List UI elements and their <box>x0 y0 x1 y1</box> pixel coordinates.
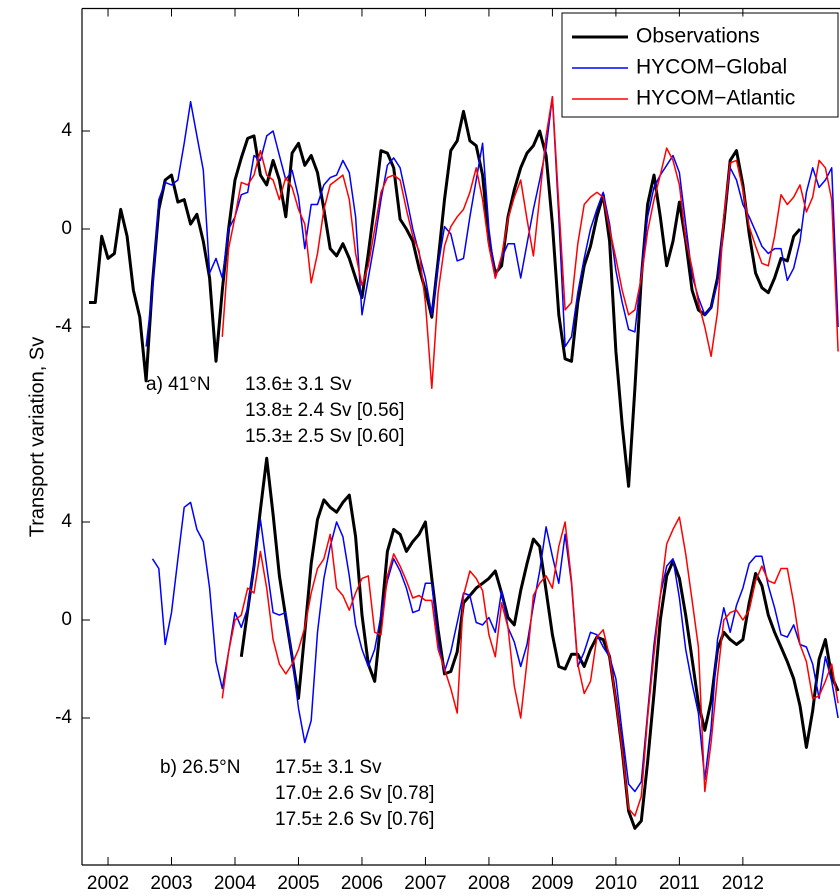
x-tick-label: 2005 <box>277 873 319 894</box>
y-tick-label: -4 <box>55 707 72 728</box>
stats-annotation: 17.0± 2.6 Sv [0.78] <box>275 783 434 804</box>
y-tick-label: 4 <box>61 511 72 532</box>
legend-label: HYCOM−Global <box>636 56 787 79</box>
y-tick-label: 0 <box>61 218 72 239</box>
legend-label: Observations <box>636 25 760 48</box>
series-line <box>89 109 802 488</box>
y-tick-label: 0 <box>61 609 72 630</box>
x-tick-label: 2008 <box>468 873 510 894</box>
legend-label: HYCOM−Atlantic <box>636 87 795 110</box>
stats-annotation: 17.5± 3.1 Sv <box>275 757 382 778</box>
series-line <box>151 501 839 793</box>
x-tick-label: 2002 <box>87 873 129 894</box>
series-line <box>239 456 840 830</box>
x-tick-label: 2006 <box>341 873 383 894</box>
x-tick-label: 2010 <box>595 873 637 894</box>
y-axis-title: Transport variation, Sv <box>26 337 48 537</box>
panel-label: b) 26.5°N <box>160 757 240 778</box>
stats-annotation: 17.5± 2.6 Sv [0.76] <box>275 809 434 830</box>
stats-annotation: 13.6± 3.1 Sv <box>245 374 352 395</box>
x-tick-label: 2007 <box>404 873 446 894</box>
stats-annotation: 15.3± 2.5 Sv [0.60] <box>245 426 404 447</box>
legend: Observations HYCOM−Global HYCOM−Atlantic <box>561 12 839 118</box>
axes-frame <box>81 7 840 866</box>
x-tick-label: 2004 <box>214 873 257 894</box>
stats-annotation: 13.8± 2.4 Sv [0.56] <box>245 400 404 421</box>
y-tick-label: -4 <box>55 316 72 337</box>
x-tick-label: 2003 <box>150 873 192 894</box>
x-tick-label: 2011 <box>659 873 700 894</box>
y-tick-label: 4 <box>61 120 72 141</box>
x-tick-label: 2012 <box>722 873 764 894</box>
series-line <box>221 516 839 817</box>
x-tick-label: 2009 <box>531 873 573 894</box>
panel-label: a) 41°N <box>146 374 211 395</box>
series-line <box>221 95 839 390</box>
